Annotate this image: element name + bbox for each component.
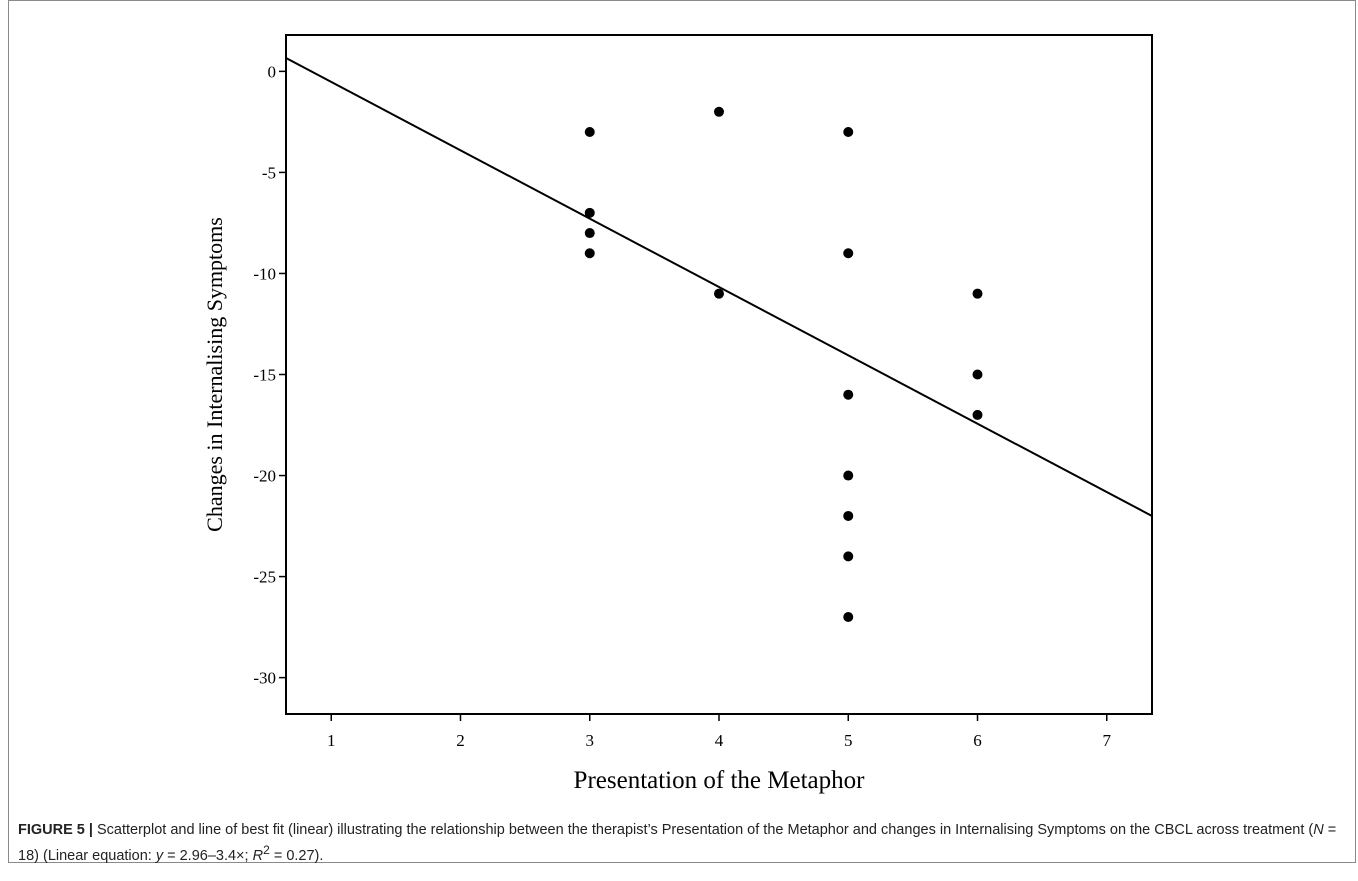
data-point [843, 612, 854, 622]
x-axis: 1 2 3 4 5 6 7 [327, 714, 1112, 750]
data-point [972, 409, 983, 420]
y-tick-label: -25 [253, 568, 276, 587]
data-point [714, 288, 724, 299]
data-point [584, 207, 595, 218]
data-point [843, 127, 854, 137]
x-tick-label: 4 [715, 731, 724, 750]
x-axis-label: Presentation of the Metaphor [574, 767, 866, 794]
y-tick-label: -30 [253, 669, 276, 688]
x-tick-label: 5 [844, 731, 853, 750]
y-axis-label: Changes in Internalising Symptoms [202, 217, 227, 532]
caption-n-var: N [1313, 822, 1324, 838]
caption-text-4: = 0.27). [269, 847, 324, 864]
x-tick-label: 2 [456, 731, 465, 750]
data-point [843, 510, 854, 521]
data-points [584, 106, 983, 622]
data-point [843, 248, 854, 259]
data-point [843, 551, 854, 562]
y-tick-label: -15 [253, 366, 276, 385]
data-point [584, 248, 595, 259]
data-point [584, 127, 595, 137]
caption-text-2: = 18) (Linear equation: [18, 822, 1337, 864]
caption-label: FIGURE 5 | [18, 822, 93, 838]
fit-line [285, 57, 1153, 517]
figure-caption: FIGURE 5 | Scatterplot and line of best … [18, 820, 1338, 866]
y-tick-label: 0 [268, 62, 277, 81]
caption-r-sup: 2 [263, 843, 270, 857]
x-tick-label: 6 [973, 731, 982, 750]
plot-area [285, 34, 1153, 715]
data-point [843, 389, 854, 400]
scatter-chart: 1 2 3 4 5 6 7 0 -5 -10 -15 -20 -25 -30 Presentation … [202, 34, 1153, 794]
x-tick-label: 7 [1103, 731, 1112, 750]
data-point [972, 288, 983, 299]
y-tick-label: -20 [253, 467, 276, 486]
data-point [584, 228, 595, 239]
data-point [714, 106, 724, 117]
caption-text-1: Scatterplot and line of best fit (linear… [92, 822, 1314, 838]
caption-y-var: y [155, 847, 164, 864]
y-axis: 0 -5 -10 -15 -20 -25 -30 [253, 62, 286, 688]
x-tick-label: 3 [585, 731, 594, 750]
x-tick-label: 1 [327, 731, 336, 750]
data-point [843, 470, 854, 481]
figure-frame [8, 0, 1356, 863]
y-tick-label: -10 [253, 264, 276, 283]
caption-text-3: = 2.96–3.4×; [163, 847, 253, 864]
data-point [972, 369, 983, 380]
caption-r-var: R [252, 847, 264, 864]
y-tick-label: -5 [262, 163, 276, 182]
